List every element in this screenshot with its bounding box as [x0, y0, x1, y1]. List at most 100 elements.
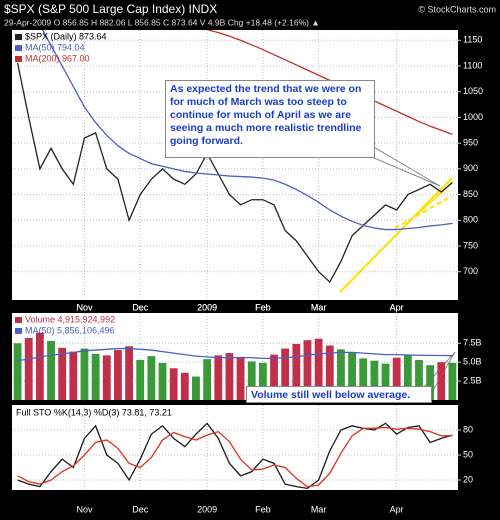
volume-bar	[359, 358, 368, 400]
volume-bar	[236, 356, 245, 400]
x-tick-label: Mar	[311, 302, 327, 312]
plot-area	[13, 332, 457, 400]
x-tick-label: 2009	[197, 302, 217, 312]
volume-bar	[114, 350, 122, 400]
y-tick-label: 950	[463, 138, 478, 148]
volume-bar	[437, 362, 446, 400]
volume-bar	[270, 354, 278, 400]
volume-bar	[214, 355, 223, 400]
volume-bar	[169, 368, 178, 400]
volume-bar	[47, 340, 55, 400]
volume-bar	[203, 359, 212, 400]
x-tick-label: Apr	[390, 504, 404, 514]
price-panel	[12, 30, 458, 300]
y-tick-label: 1000	[463, 112, 483, 122]
volume-bar	[415, 359, 423, 400]
volume-bar	[180, 372, 189, 400]
x-tick-label: 2009	[197, 302, 217, 312]
y-tick-label: 700	[463, 266, 478, 276]
x-tick-label: Feb	[255, 302, 271, 312]
volume-bar	[24, 337, 33, 400]
legend-label: MA(50) 5,856,106,496	[25, 325, 115, 335]
legend-label: MA(50) 794.04	[25, 42, 85, 52]
x-tick-label: Dec	[132, 302, 149, 312]
legend-label: Volume 4,915,924,992	[25, 314, 115, 324]
volume-bar	[403, 355, 412, 400]
y-tick-label: 1100	[463, 60, 482, 70]
volume-bar	[58, 347, 67, 400]
annotation: As expected the trend that we were on fo…	[165, 80, 375, 158]
volume-bar	[35, 332, 44, 400]
volume-bar	[370, 360, 379, 400]
x-tick-label: Dec	[132, 302, 149, 312]
y-tick-label: 900	[463, 163, 478, 173]
legend-swatch	[15, 56, 22, 62]
plot-area	[16, 30, 453, 284]
volume-bar	[303, 340, 312, 400]
volume-bar	[392, 357, 401, 400]
x-tick-label: Mar	[311, 302, 327, 312]
series-line	[41, 30, 453, 231]
volume-bar	[125, 346, 133, 400]
volume-bar	[13, 343, 22, 400]
volume-bar	[325, 345, 334, 400]
quote: 29-Apr-2009 O 856.85 H 882.06 L 856.85 C…	[4, 17, 320, 27]
volume-bar	[102, 355, 111, 400]
y-tick-label: 7.5B	[463, 338, 482, 348]
volume-bar	[258, 362, 267, 400]
series-line	[17, 347, 453, 362]
volume-bar	[448, 362, 457, 400]
x-tick-label: Apr	[390, 302, 404, 312]
y-tick-label: 20	[463, 474, 473, 484]
y-tick-label: 2.5B	[463, 375, 482, 385]
legend-swatch	[15, 34, 22, 40]
x-tick-label: Feb	[255, 504, 271, 514]
legend-swatch	[15, 328, 22, 334]
volume-bar	[247, 361, 256, 400]
x-tick-label: Nov	[76, 504, 93, 514]
series-line	[16, 62, 453, 284]
volume-bar	[91, 353, 100, 400]
volume-bar	[80, 348, 89, 400]
x-tick-label: Dec	[132, 504, 149, 514]
y-tick-label: 850	[463, 189, 478, 199]
y-tick-label: 750	[463, 240, 478, 250]
volume-bar	[281, 348, 290, 400]
x-tick-label: Nov	[76, 302, 93, 312]
series-line	[17, 422, 453, 490]
y-tick-label: 1150	[463, 35, 482, 45]
legend-label: $SPX (Daily) 873.64	[25, 31, 107, 41]
y-tick-label: 5.0B	[463, 357, 482, 367]
plot-area	[17, 422, 453, 490]
chart-title: $SPX (S&P 500 Large Cap Index) INDX	[4, 2, 217, 16]
legend-swatch	[15, 317, 22, 323]
annotation: Volume still well below average.	[246, 386, 432, 403]
volume-bar	[426, 365, 435, 400]
x-tick-label: Mar	[311, 504, 327, 514]
y-tick-label: 50	[463, 449, 473, 459]
volume-bar	[147, 356, 156, 400]
x-tick-label: Nov	[76, 302, 93, 312]
volume-bar	[381, 363, 390, 400]
volume-bar	[192, 376, 200, 400]
y-tick-label: 800	[463, 215, 478, 225]
legend-label: Full STO %K(14,3) %D(3) 73.81, 73.21	[16, 407, 172, 417]
x-tick-label: 2009	[197, 504, 217, 514]
volume-bar	[136, 359, 145, 400]
volume-bar	[69, 351, 78, 400]
volume-bar	[292, 344, 301, 400]
x-tick-label: Apr	[390, 302, 404, 312]
sto-panel	[12, 405, 458, 490]
y-tick-label: 1050	[463, 86, 483, 96]
series-line	[206, 30, 453, 136]
volume-bar	[348, 352, 356, 400]
series-line	[17, 426, 453, 488]
legend-swatch	[15, 45, 22, 51]
volume-bar	[158, 362, 167, 400]
volume-bar	[225, 353, 234, 400]
volume-bar	[314, 338, 323, 400]
y-tick-label: 80	[463, 424, 473, 434]
x-tick-label: Feb	[255, 302, 271, 312]
legend-label: MA(200) 967.00	[25, 53, 90, 63]
